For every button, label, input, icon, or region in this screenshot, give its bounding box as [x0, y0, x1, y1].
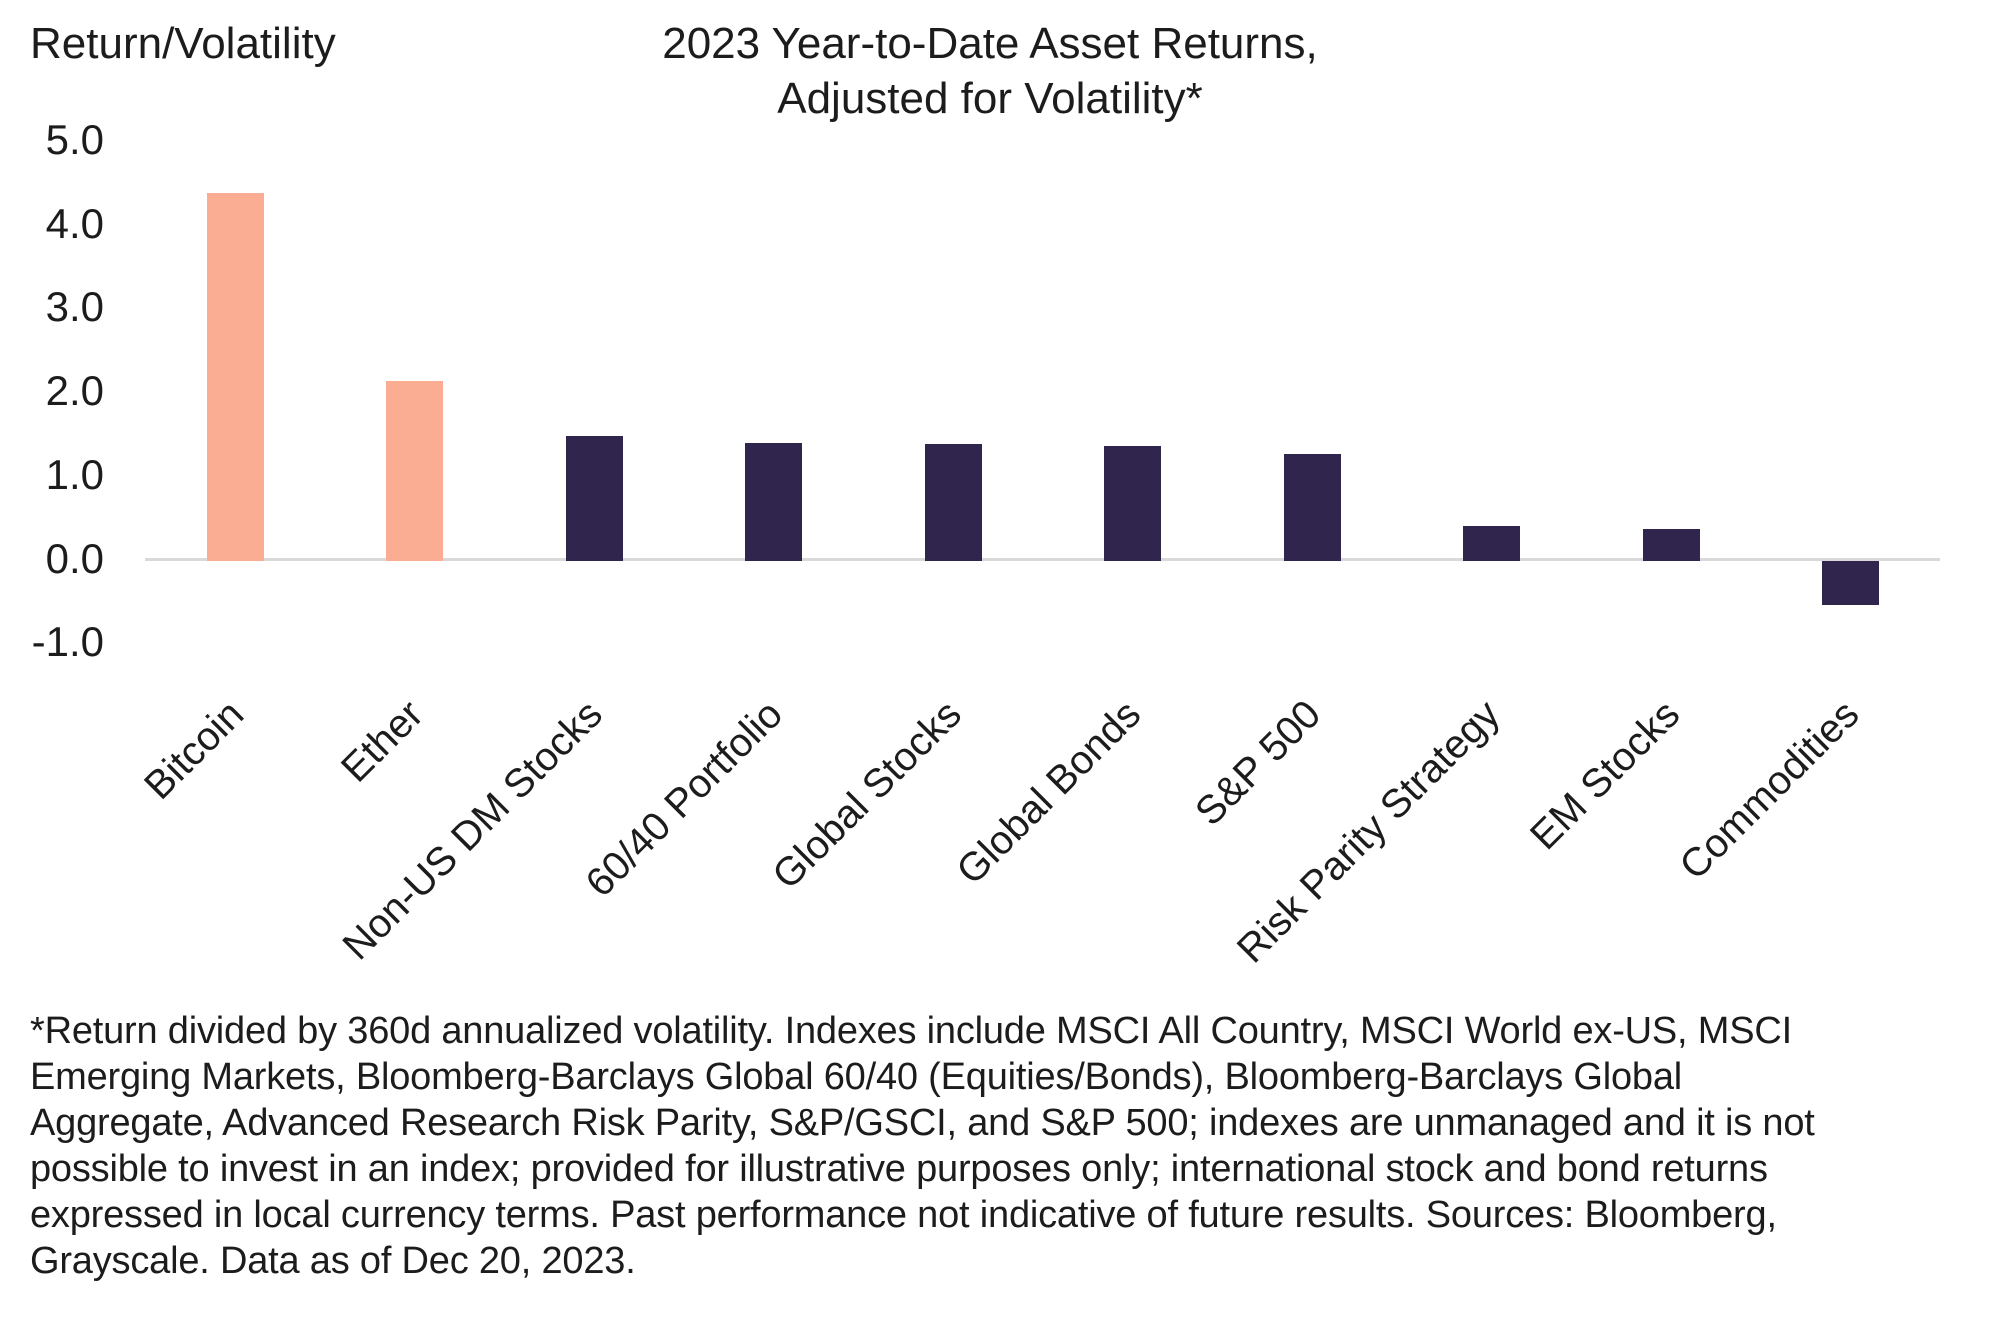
footnote-line: expressed in local currency terms. Past …	[30, 1194, 1777, 1236]
chart-title-line1: 2023 Year-to-Date Asset Returns,	[662, 19, 1318, 68]
y-tick-label-5-0: 5.0	[45, 116, 104, 163]
bar-ether	[386, 381, 443, 561]
x-axis-label-text: EM Stocks	[1521, 692, 1689, 859]
y-tick-label-1-0: 1.0	[45, 450, 104, 498]
x-axis-label-text: Global Stocks	[764, 692, 971, 898]
bar-bitcoin	[206, 192, 264, 561]
x-axis-baseline	[145, 558, 1940, 561]
x-axis-label-text: Commodities	[1671, 692, 1868, 889]
bar-risk-parity-strategy	[1463, 525, 1520, 561]
x-axis-label-text: S&P 500	[1186, 692, 1330, 835]
y-tick-label-3-0: 3.0	[45, 283, 104, 331]
footnote-line: Emerging Markets, Bloomberg-Barclays Glo…	[30, 1056, 1683, 1098]
bar-global-stocks	[924, 443, 982, 561]
chart-title-line2: Adjusted for Volatility*	[777, 74, 1203, 123]
y-tick-label-0-0: 0.0	[45, 534, 104, 582]
x-axis-label-text: Bitcoin	[136, 692, 253, 809]
bar-non-us-dm-stocks	[565, 436, 623, 561]
bar-60-40-portfolio	[745, 442, 802, 561]
bar-chart: 5.0 4.0 3.0 2.0 1.0 0.0 -1.0 Bitcoin Ether Non-US…	[31, 116, 1940, 971]
x-axis-label-text: Ether	[332, 692, 432, 791]
bar-global-bonds	[1104, 446, 1161, 561]
y-tick-label-1-0: -1.0	[31, 618, 104, 666]
footnote-line: possible to invest in an index; provided…	[30, 1148, 1768, 1190]
footnote-line: *Return divided by 360d annualized volat…	[30, 1010, 1792, 1052]
y-tick-label-2-0: 2.0	[45, 367, 104, 415]
bar-s-p-500	[1283, 453, 1341, 561]
footnote: *Return divided by 360d annualized volat…	[30, 1008, 1980, 1284]
bar-commodities	[1822, 561, 1879, 605]
x-axis-label-text: Global Bonds	[948, 692, 1150, 893]
chart-title: 2023 Year-to-Date Asset Returns, Adjuste…	[490, 16, 1490, 126]
footnote-line: Aggregate, Advanced Research Risk Parity…	[30, 1102, 1815, 1144]
y-tick-label-4-0: 4.0	[45, 199, 104, 247]
y-axis-title: Return/Volatility	[30, 19, 336, 68]
footnote-line: Grayscale. Data as of Dec 20, 2023.	[30, 1240, 636, 1282]
bar-em-stocks	[1642, 529, 1700, 561]
